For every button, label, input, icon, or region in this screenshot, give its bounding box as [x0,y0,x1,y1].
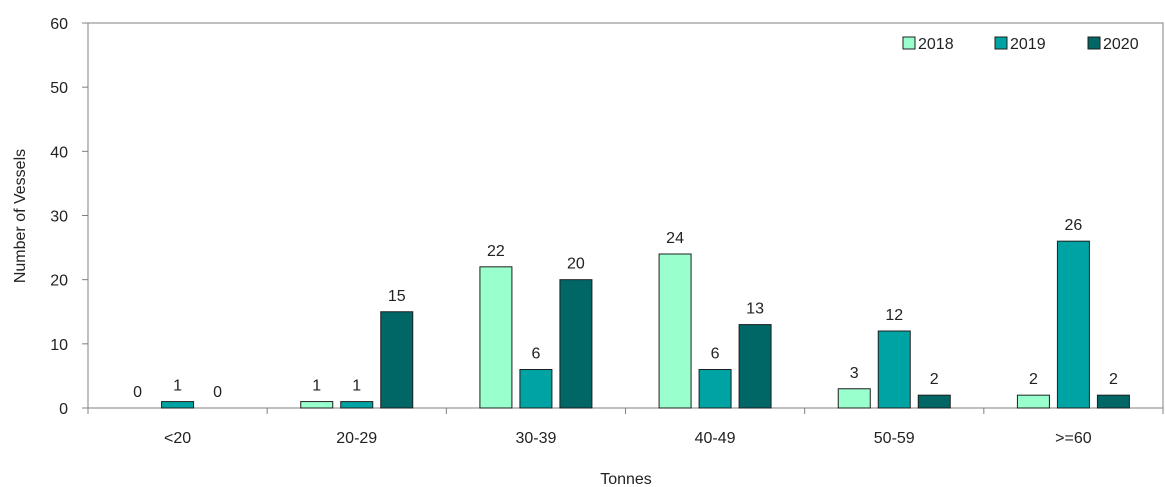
bar-2019-3 [698,369,732,409]
y-tick-label: 40 [50,144,68,161]
bar-2018-3 [658,253,692,409]
x-axis: <20 20-29 30-39 40-49 50-59 >=60 [87,408,1164,447]
data-label-2018-5: 2 [1029,371,1038,388]
data-label-2020-1: 15 [388,288,406,305]
data-label-2018-4: 3 [850,365,859,382]
bars [161,240,1130,409]
y-tick-label: 0 [59,401,68,418]
data-label-2018-2: 22 [487,243,505,260]
data-label-2019-1: 1 [352,378,361,395]
data-label-2018-3: 24 [666,230,684,247]
y-tick-label: 20 [50,273,68,290]
data-label-2020-2: 20 [567,256,585,273]
bar-2020-1 [380,311,414,409]
data-label-2018-1: 1 [312,378,321,395]
data-label-2019-4: 12 [885,307,903,324]
bar-2018-2 [479,266,513,409]
bar-2019-0 [161,401,195,409]
bar-2018-5 [1016,394,1050,409]
y-tick-label: 60 [50,16,68,33]
legend-swatch-2018 [902,36,916,50]
x-tick-label: >=60 [1055,430,1092,447]
bar-2020-5 [1096,394,1130,409]
bar-2019-5 [1056,240,1090,409]
bar-2020-4 [917,394,951,409]
legend-label-2019: 2019 [1010,36,1046,53]
bar-2018-1 [300,401,334,409]
data-label-2020-4: 2 [930,371,939,388]
x-tick-label: 20-29 [336,430,377,447]
x-tick-label: 30-39 [515,430,556,447]
legend-label-2018: 2018 [918,36,954,53]
y-tick-label: 50 [50,80,68,97]
y-tick-label: 30 [50,209,68,226]
legend: 2018 2019 2020 [902,36,1139,53]
legend-label-2020: 2020 [1103,36,1139,53]
bar-2020-2 [559,279,593,409]
plot-border [87,22,1164,409]
data-label-2019-0: 1 [173,378,182,395]
x-tick-label: 40-49 [695,430,736,447]
bar-2018-4 [837,388,871,409]
y-tick-label: 10 [50,337,68,354]
y-axis-title: Number of Vessels [12,149,29,283]
data-label-2020-5: 2 [1109,371,1118,388]
x-axis-title: Tonnes [600,471,652,487]
legend-swatch-2020 [1087,36,1101,50]
bar-2019-4 [877,330,911,409]
bar-2020-3 [738,324,772,409]
x-tick-label: 50-59 [874,430,915,447]
x-tick-label: <20 [164,430,191,447]
legend-swatch-2019 [994,36,1008,50]
data-label-2019-2: 6 [531,346,540,363]
data-label-2019-3: 6 [711,346,720,363]
data-label-2020-0: 0 [213,384,222,401]
bar-2019-1 [340,401,374,409]
plot-area [87,22,1164,409]
data-label-2020-3: 13 [746,301,764,318]
data-label-2018-0: 0 [133,384,142,401]
data-label-2019-5: 26 [1065,217,1083,234]
y-axis: 0 10 20 30 40 50 60 [50,16,88,418]
bar-2019-2 [519,369,553,409]
